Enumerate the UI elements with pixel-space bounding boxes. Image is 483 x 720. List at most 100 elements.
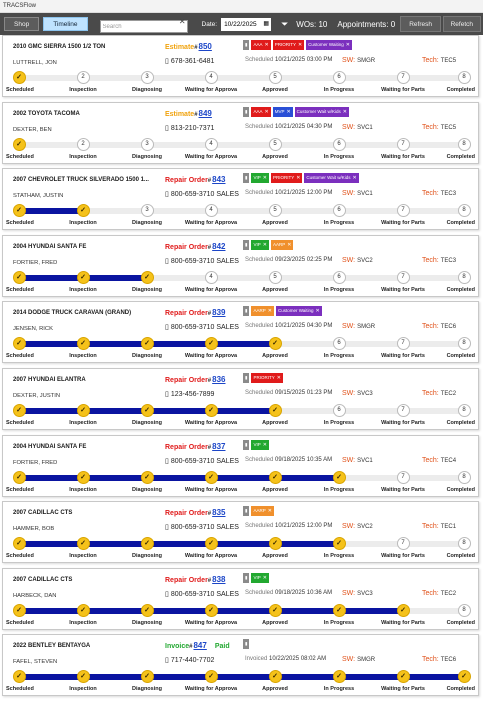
stage-step-6[interactable]: ✓	[332, 670, 346, 684]
tag-badge[interactable]: ▮	[243, 639, 250, 650]
stage-step-6[interactable]: 6	[332, 204, 346, 218]
tag-badge[interactable]: ▮	[243, 40, 250, 50]
remove-tag-icon[interactable]: ✕	[264, 108, 269, 115]
workorder-card[interactable]: 2007 CADILLAC CTS HAMMER, BOB Repair Order…	[2, 501, 479, 564]
stage-step-6[interactable]: 6	[332, 71, 346, 84]
remove-tag-icon[interactable]: ✕	[296, 175, 301, 182]
stage-step-1[interactable]: ✓	[12, 470, 26, 484]
remove-tag-icon[interactable]: ✕	[267, 308, 272, 315]
stage-step-1[interactable]: ✓	[12, 137, 26, 151]
workorder-card[interactable]: 2014 DODGE TRUCK CARAVAN (GRAND) JENSEN, …	[2, 301, 479, 364]
date-picker[interactable]: 10/22/2025 ▦	[221, 17, 272, 31]
order-number-link[interactable]: 847	[193, 641, 207, 651]
stage-step-5[interactable]: 5	[268, 204, 282, 218]
tag-badge[interactable]: ▮	[243, 506, 250, 517]
stage-step-8[interactable]: 8	[457, 470, 471, 484]
stage-step-8[interactable]: 8	[457, 71, 471, 84]
tag-badge[interactable]: PRIORITY ✕	[270, 173, 303, 184]
tag-badge[interactable]: AAA ✕	[251, 106, 271, 117]
stage-step-3[interactable]: ✓	[140, 537, 154, 551]
timeline-tab[interactable]: Timeline	[43, 17, 88, 31]
stage-step-3[interactable]: 3	[140, 204, 154, 218]
order-number-link[interactable]: 842	[212, 241, 226, 251]
remove-tag-icon[interactable]: ✕	[345, 42, 350, 48]
stage-step-7[interactable]: 7	[396, 270, 410, 284]
stage-step-2[interactable]: ✓	[76, 470, 90, 484]
stage-step-7[interactable]: ✓	[396, 603, 410, 617]
order-number-link[interactable]: 849	[198, 108, 212, 118]
filter-icon[interactable]: ⏷	[281, 18, 289, 29]
tag-badge[interactable]: Customer Wait w/Kids ✕	[294, 106, 349, 117]
stage-step-4[interactable]: 4	[204, 270, 218, 284]
stage-step-6[interactable]: 6	[332, 337, 346, 351]
stage-step-6[interactable]: 6	[332, 403, 346, 417]
order-number-link[interactable]: 836	[212, 374, 226, 384]
stage-step-4[interactable]: 4	[204, 137, 218, 151]
stage-step-5[interactable]: ✓	[268, 603, 282, 617]
stage-step-2[interactable]: 2	[76, 71, 90, 84]
remove-tag-icon[interactable]: ✕	[267, 508, 272, 515]
stage-step-7[interactable]: 7	[396, 403, 410, 417]
tag-badge[interactable]: AARP ✕	[251, 506, 274, 517]
tag-badge[interactable]: ▮	[243, 439, 250, 450]
tag-badge[interactable]: VIP ✕	[251, 239, 269, 250]
stage-step-5[interactable]: ✓	[268, 337, 282, 351]
stage-step-5[interactable]: ✓	[268, 403, 282, 417]
stage-step-8[interactable]: 8	[457, 603, 471, 617]
stage-step-4[interactable]: 4	[204, 204, 218, 218]
stage-step-5[interactable]: ✓	[268, 670, 282, 684]
order-number-link[interactable]: 837	[212, 441, 226, 451]
stage-step-3[interactable]: ✓	[140, 670, 154, 684]
stage-step-8[interactable]: 8	[457, 204, 471, 218]
tag-badge[interactable]: AARP ✕	[270, 239, 294, 250]
stage-step-8[interactable]: 8	[457, 137, 471, 151]
shop-tab[interactable]: Shop	[4, 17, 40, 31]
stage-step-6[interactable]: 6	[332, 137, 346, 151]
calendar-icon[interactable]: ▦	[263, 20, 270, 27]
tag-badge[interactable]: Customer Waiting ✕	[275, 306, 322, 317]
stage-step-7[interactable]: 7	[396, 71, 410, 84]
stage-step-7[interactable]: 7	[396, 537, 410, 551]
workorder-card[interactable]: 2007 CADILLAC CTS HARBECK, DAN Repair Orde…	[2, 567, 479, 630]
stage-step-5[interactable]: 5	[268, 270, 282, 284]
stage-step-2[interactable]: ✓	[76, 670, 90, 684]
stage-step-3[interactable]: 3	[140, 137, 154, 151]
stage-step-3[interactable]: ✓	[140, 270, 154, 284]
stage-step-2[interactable]: ✓	[76, 270, 90, 284]
tag-badge[interactable]: AAA ✕	[251, 40, 271, 50]
stage-step-5[interactable]: 5	[268, 71, 282, 84]
tag-badge[interactable]: MVP ✕	[272, 106, 293, 117]
remove-tag-icon[interactable]: ✕	[287, 241, 292, 248]
tag-badge[interactable]: AARP ✕	[251, 306, 274, 317]
stage-step-5[interactable]: 5	[268, 137, 282, 151]
stage-step-1[interactable]: ✓	[12, 337, 26, 351]
stage-step-6[interactable]: ✓	[332, 537, 346, 551]
stage-step-3[interactable]: ✓	[140, 603, 154, 617]
stage-step-3[interactable]: ✓	[140, 337, 154, 351]
stage-step-3[interactable]: ✓	[140, 403, 154, 417]
remove-tag-icon[interactable]: ✕	[262, 241, 267, 248]
stage-step-6[interactable]: 6	[332, 270, 346, 284]
stage-step-2[interactable]: ✓	[76, 337, 90, 351]
remove-tag-icon[interactable]: ✕	[352, 175, 357, 182]
tag-badge[interactable]: ▮	[243, 572, 250, 583]
stage-step-1[interactable]: ✓	[12, 403, 26, 417]
stage-step-6[interactable]: ✓	[332, 603, 346, 617]
stage-step-7[interactable]: 7	[396, 470, 410, 484]
search-input[interactable]	[99, 20, 188, 34]
tag-badge[interactable]: ▮	[243, 239, 250, 250]
tag-badge[interactable]: Customer Waiting ✕	[306, 40, 352, 50]
remove-tag-icon[interactable]: ✕	[286, 108, 291, 115]
stage-step-1[interactable]: ✓	[12, 670, 26, 684]
tag-badge[interactable]: VIP ✕	[251, 439, 269, 450]
workorder-card[interactable]: 2004 HYUNDAI SANTA FE FORTIER, FRED Repair…	[2, 234, 479, 297]
tag-badge[interactable]: ▮	[243, 306, 250, 317]
stage-step-4[interactable]: ✓	[204, 670, 218, 684]
stage-step-1[interactable]: ✓	[12, 537, 26, 551]
remove-tag-icon[interactable]: ✕	[297, 42, 303, 48]
workorder-card[interactable]: 2007 HYUNDAI ELANTRA DEXTER, JUSTIN Repair…	[2, 367, 479, 430]
stage-step-1[interactable]: ✓	[12, 204, 26, 218]
remove-tag-icon[interactable]: ✕	[262, 441, 267, 448]
stage-step-2[interactable]: ✓	[76, 603, 90, 617]
stage-step-8[interactable]: 8	[457, 337, 471, 351]
